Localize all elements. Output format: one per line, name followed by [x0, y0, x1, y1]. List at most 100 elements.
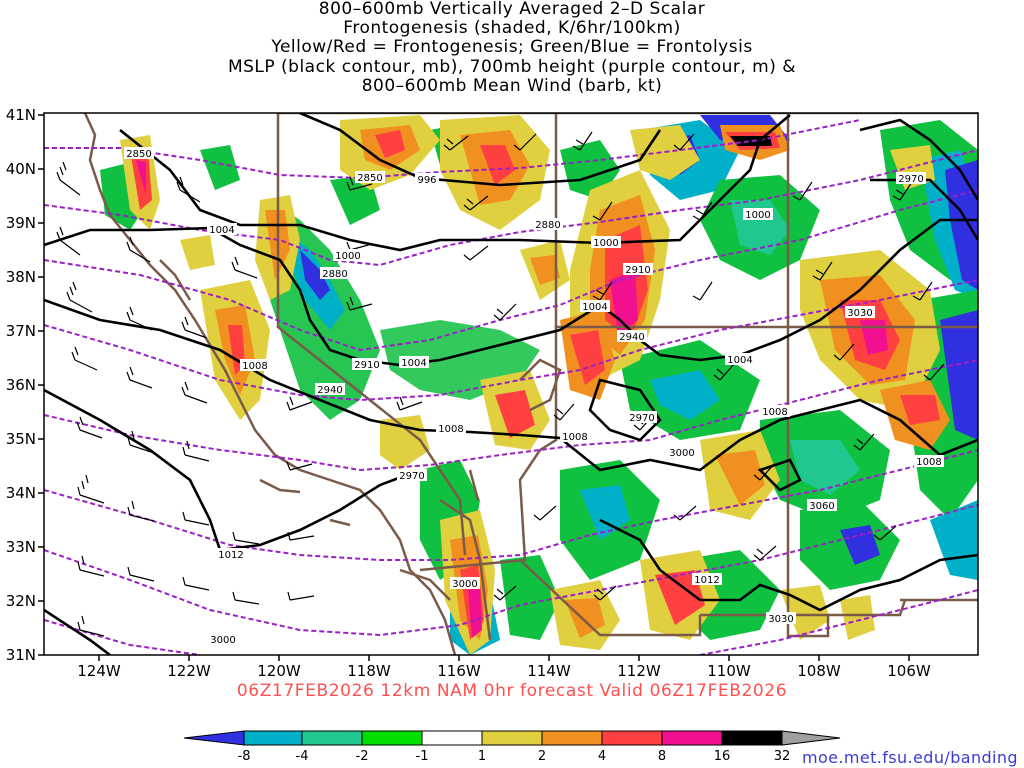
mslp-label-1008-b: 1008 [436, 422, 466, 435]
map-area: 996 1000 1000 1000 1004 1004 1004 1004 1… [44, 113, 978, 655]
svg-text:1004: 1004 [401, 358, 426, 369]
lat-label-36n: 36N [6, 376, 36, 394]
map-title: 800–600mb Vertically Averaged 2–D Scalar… [0, 0, 1024, 96]
mslp-label-1000-c: 1000 [743, 208, 773, 221]
svg-text:2850: 2850 [357, 173, 382, 184]
lon-label-122w: 122W [167, 662, 211, 680]
svg-text:2970: 2970 [399, 471, 424, 482]
lon-label-112w: 112W [617, 662, 661, 680]
title-line-3: Yellow/Red = Frontogenesis; Green/Blue =… [271, 37, 753, 58]
title-line-1: 800–600mb Vertically Averaged 2–D Scalar [318, 0, 706, 19]
coastline [83, 113, 562, 655]
height-label-2940-b: 2940 [617, 330, 647, 343]
svg-text:2: 2 [538, 749, 546, 764]
svg-text:1004: 1004 [582, 302, 607, 313]
svg-text:2910: 2910 [625, 265, 650, 276]
svg-text:1000: 1000 [745, 210, 770, 221]
svg-text:3060: 3060 [809, 501, 834, 512]
colorbar-seg-1 [183, 730, 245, 746]
lat-label-38n: 38N [6, 268, 36, 286]
svg-text:1012: 1012 [694, 575, 719, 586]
height-label-2910-b: 2910 [623, 263, 653, 276]
wind-barb-field [56, 131, 945, 637]
svg-text:1008: 1008 [562, 432, 587, 443]
lat-label-31n: 31N [6, 646, 36, 664]
svg-text:2940: 2940 [619, 332, 644, 343]
svg-text:1008: 1008 [242, 361, 267, 372]
colorbar-seg-12 [781, 730, 841, 746]
mslp-label-1008-d: 1008 [760, 405, 790, 418]
lat-label-35n: 35N [6, 430, 36, 448]
title-line-4: MSLP (black contour, mb), 700mb height (… [227, 56, 797, 77]
svg-text:2970: 2970 [629, 413, 654, 424]
mslp-label-1012-a: 1012 [216, 548, 246, 561]
height-label-3000-c: 3000 [667, 446, 697, 459]
svg-text:1008: 1008 [438, 424, 463, 435]
lon-labels: 124W 122W 120W 118W 116W 114W 112W 110W … [77, 662, 931, 680]
svg-text:1004: 1004 [727, 355, 752, 366]
mslp-label-1004-b: 1004 [580, 300, 610, 313]
height-label-3030-a: 3030 [845, 306, 875, 319]
colorbar-labels: -8 -4 -2 -1 1 2 4 8 16 32 [238, 749, 791, 764]
mslp-label-1004-d: 1004 [725, 353, 755, 366]
svg-text:2910: 2910 [354, 360, 379, 371]
lat-labels: 41N 40N 39N 38N 37N 36N 35N 34N 33N 32N … [6, 106, 36, 664]
lat-label-32n: 32N [6, 592, 36, 610]
svg-text:2880: 2880 [535, 220, 560, 231]
wind-barbs [56, 131, 945, 637]
lon-label-118w: 118W [347, 662, 391, 680]
svg-text:-8: -8 [238, 749, 251, 764]
svg-text:4: 4 [598, 749, 606, 764]
height-label-2850-b: 2850 [355, 171, 385, 184]
svg-text:1000: 1000 [593, 238, 618, 249]
height-label-2970-a: 2970 [397, 469, 427, 482]
mslp-label-1004-a: 1004 [207, 223, 237, 236]
height-label-3000-b: 3000 [450, 577, 480, 590]
height-label-2850-a: 2850 [124, 147, 154, 160]
height-label-2910-a: 2910 [352, 358, 382, 371]
contour-labels: 996 1000 1000 1000 1004 1004 1004 1004 1… [124, 147, 944, 646]
lat-label-37n: 37N [6, 322, 36, 340]
svg-text:3030: 3030 [847, 308, 872, 319]
svg-text:1000: 1000 [335, 251, 360, 262]
height-label-2880-a: 2880 [320, 267, 350, 280]
svg-text:3000: 3000 [210, 635, 235, 646]
lat-label-41n: 41N [6, 106, 36, 124]
height-label-3000-a: 3000 [208, 633, 238, 646]
height-label-2970-c: 2970 [896, 172, 926, 185]
svg-text:2940: 2940 [317, 385, 342, 396]
svg-text:1: 1 [478, 749, 486, 764]
lon-label-110w: 110W [707, 662, 751, 680]
credit-link[interactable]: moe.met.fsu.edu/banding [801, 748, 1018, 767]
svg-text:2850: 2850 [126, 149, 151, 160]
svg-text:-1: -1 [416, 749, 429, 764]
svg-text:3000: 3000 [669, 448, 694, 459]
colorbar [183, 730, 841, 746]
svg-text:-4: -4 [296, 749, 309, 764]
lon-label-114w: 114W [527, 662, 571, 680]
title-line-5: 800–600mb Mean Wind (barb, kt) [361, 75, 663, 96]
mslp-label-1008-e: 1008 [914, 455, 944, 468]
lon-label-116w: 116W [437, 662, 481, 680]
mslp-contours [44, 113, 978, 655]
forecast-label: 06Z17FEB2026 12km NAM 0hr forecast Valid… [236, 681, 788, 701]
svg-text:996: 996 [417, 175, 436, 186]
colorbar-seg-2 [243, 730, 303, 746]
lon-ticks [98, 655, 910, 661]
lat-label-39n: 39N [6, 214, 36, 232]
svg-text:3030: 3030 [768, 614, 793, 625]
title-line-2: Frontogenesis (shaded, K/6hr/100km) [343, 18, 681, 39]
svg-text:1012: 1012 [218, 550, 243, 561]
height-label-2940-a: 2940 [315, 383, 345, 396]
mslp-label-1000-b: 1000 [591, 236, 621, 249]
svg-text:1004: 1004 [209, 225, 234, 236]
lat-ticks [38, 114, 44, 656]
svg-text:32: 32 [774, 749, 791, 764]
mslp-label-1008-a: 1008 [240, 359, 270, 372]
lon-label-124w: 124W [77, 662, 121, 680]
svg-text:2970: 2970 [898, 174, 923, 185]
lon-label-108w: 108W [797, 662, 841, 680]
mslp-label-1004-c: 1004 [399, 356, 429, 369]
mslp-label-1012-b: 1012 [692, 573, 722, 586]
mslp-label-1008-c: 1008 [560, 430, 590, 443]
